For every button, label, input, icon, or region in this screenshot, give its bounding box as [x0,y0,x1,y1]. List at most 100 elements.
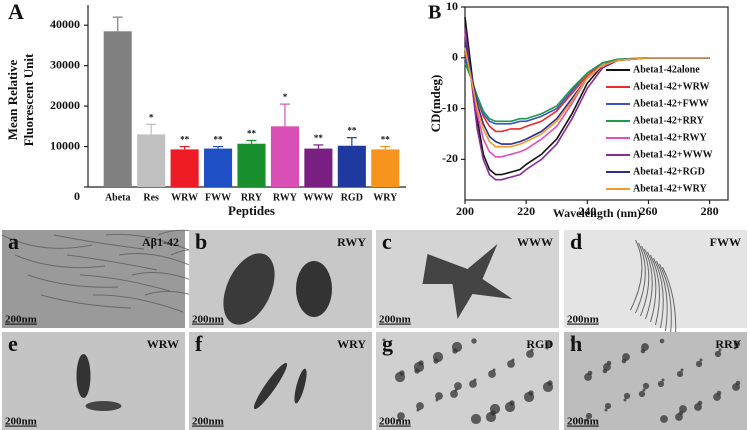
particle [675,413,683,421]
y-axis-label: Mean Relative [5,60,20,141]
particle [732,383,740,391]
panel-label: WWW [517,235,553,249]
particle [621,358,627,364]
x-tick-label: 280 [701,204,719,218]
panel-letter: h [570,331,582,356]
bar [337,145,366,187]
x-tick-label: RWY [273,192,298,203]
particle [623,398,627,402]
particle [523,391,535,403]
bar [270,126,299,187]
aggregate [223,253,275,325]
panel-label: A [8,0,24,24]
panel-letter: b [195,229,207,254]
particle [623,392,631,400]
significance-label: * [283,92,288,102]
particle [542,381,554,393]
particle [584,373,592,381]
particle [570,338,574,342]
aggregate [85,401,122,411]
x-tick-label: WRW [171,192,198,203]
bar [137,134,166,187]
panel-letter: a [8,229,19,254]
panel-label: RRY [715,337,741,351]
particle [604,408,608,412]
y-tick-label: 10 [446,0,458,13]
legend-label: Abeta1-42+FWW [633,98,709,109]
particle [642,382,650,390]
particle [733,340,741,348]
micrograph-panel: g RGD 200nm [376,331,559,430]
fibril [647,251,657,323]
bar [103,31,132,187]
aggregate [76,354,91,398]
scale-bar-label: 200nm [567,314,599,326]
micrograph-image [376,332,559,430]
particle [471,338,477,344]
micrograph-panel: c WWW 200nm [376,229,559,328]
legend-label: Abeta1-42alone [633,64,700,75]
scale-bar-label: 200nm [379,314,411,326]
panel-letter: g [382,331,393,356]
legend-label: Abeta1-42+WRW [633,81,709,92]
y-tick-label: 0 [452,50,458,64]
particle [488,370,496,378]
particle [382,338,386,342]
x-tick-label: 220 [517,204,535,218]
fibril [635,242,646,314]
particle [470,413,482,425]
particle [585,418,589,422]
fibril [662,266,677,338]
significance-label: ** [214,135,224,145]
x-tick-label: Res [143,192,159,203]
significance-label: ** [347,126,357,136]
y-tick-label: 30000 [50,57,80,71]
fibril [79,274,171,292]
bar [204,148,233,187]
fibril [644,248,653,320]
panel-label: Aβ1-42 [142,235,179,249]
fibril [92,294,184,313]
particle [640,348,646,354]
panel-label: WRW [147,337,179,351]
particle [435,398,439,402]
micrograph-panel: h RRY 200nm [564,331,747,430]
panel-letter: c [382,229,392,254]
y-tick-label: -10 [442,100,458,114]
particle [454,382,462,390]
particle [699,358,703,362]
y-axis-label: Fluorescent Unit [21,53,36,146]
particle [397,418,401,422]
scale-bar-label: 200nm [567,416,599,428]
x-tick-label: 200 [456,204,474,218]
fibril [27,274,119,288]
bar [304,148,333,187]
micrograph-panel: b RWY 200nm [189,229,372,328]
particle [435,392,443,400]
fibril [630,239,643,311]
legend-label: Abeta1-42+WRY [633,183,707,194]
particle [676,370,684,378]
particle [414,368,420,374]
y-tick-label: -20 [442,151,458,165]
micrograph-panel: a Aβ1-42 200nm [1,229,262,328]
micrograph-image [189,230,372,328]
panel-letter: e [8,331,18,356]
particle [660,415,668,423]
particle [416,402,424,410]
particle [469,380,477,388]
fibril [14,254,106,269]
particle [718,348,722,352]
particle [450,390,458,398]
cd-line [464,57,710,123]
fibril [105,233,197,254]
particle [638,390,646,398]
particle [394,371,406,383]
x-tick-label: RGD [341,192,363,203]
particle [507,360,515,368]
fibril [40,294,132,309]
y-tick-label: 10000 [50,138,80,152]
panel-label: RGD [526,337,553,351]
particle [714,350,722,358]
